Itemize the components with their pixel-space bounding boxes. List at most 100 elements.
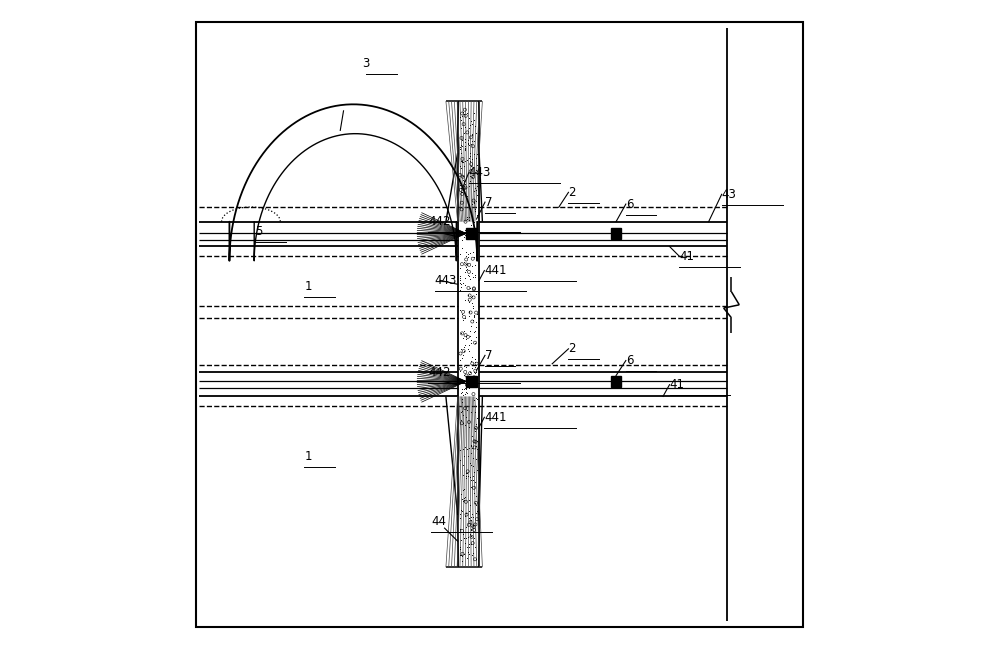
Point [456,370,472,380]
Point [458,334,474,345]
Point [464,531,480,542]
Point [454,556,470,566]
Point [462,295,478,305]
Point [453,328,469,338]
Point [457,224,473,235]
Point [455,306,471,317]
Point [457,183,473,193]
Point [465,219,481,230]
Point [463,460,479,470]
Point [464,550,480,560]
Point [461,306,477,317]
Point [465,172,481,183]
Point [469,436,485,446]
Point [453,123,469,133]
Point [463,139,479,149]
Point [467,273,483,283]
Point [466,488,482,498]
Point [463,219,479,230]
Point [467,338,483,348]
Point [459,191,475,201]
Point [457,273,473,284]
Point [469,149,485,160]
Point [468,153,484,163]
Point [463,524,479,535]
Point [457,179,473,189]
Point [458,254,474,265]
Point [461,340,477,350]
Point [463,539,479,549]
Point [464,171,480,182]
Point [457,156,473,166]
Point [456,257,472,267]
Point [466,216,482,227]
Point [454,235,470,246]
Point [457,134,473,144]
Point [463,531,479,541]
Point [456,128,472,138]
Point [466,522,482,532]
Point [461,549,477,559]
Text: 2: 2 [568,186,576,199]
Point [464,359,480,369]
Point [460,251,476,261]
Point [453,282,469,293]
Point [452,348,468,359]
Point [464,443,480,453]
Point [462,325,478,336]
Point [465,247,481,258]
Text: 43: 43 [722,188,737,201]
Point [456,493,472,503]
Point [460,531,476,542]
Point [467,407,483,417]
Point [454,506,470,516]
Point [452,111,468,122]
Point [455,315,471,325]
Point [457,295,473,305]
Point [467,366,483,376]
Point [464,128,480,139]
Point [462,528,478,539]
Point [460,295,476,306]
Point [462,151,478,161]
Point [453,415,469,426]
Point [452,248,468,259]
Point [463,475,479,485]
Point [454,156,470,167]
Point [468,322,484,333]
Point [464,509,480,519]
Text: 6: 6 [626,198,633,211]
Point [458,412,474,422]
Point [461,231,477,241]
Point [458,247,474,258]
Point [466,436,482,447]
Point [466,232,482,243]
Point [464,372,480,382]
Point [469,506,485,516]
Point [463,355,479,366]
Point [467,167,483,177]
Point [456,484,472,494]
Point [452,377,468,387]
Text: 3: 3 [363,57,370,70]
Point [454,204,470,215]
Point [460,332,476,342]
Point [463,441,479,451]
Point [463,115,479,126]
Point [469,359,485,369]
Point [464,136,480,146]
Point [467,260,483,271]
Point [456,549,472,559]
Point [456,533,472,543]
Point [456,451,472,461]
Point [462,120,478,130]
Point [469,465,485,475]
Point [466,533,482,544]
Point [467,206,483,216]
Point [455,171,471,182]
Point [464,199,480,209]
Point [461,259,477,270]
Point [454,551,470,561]
Point [465,378,481,388]
Point [457,230,473,241]
